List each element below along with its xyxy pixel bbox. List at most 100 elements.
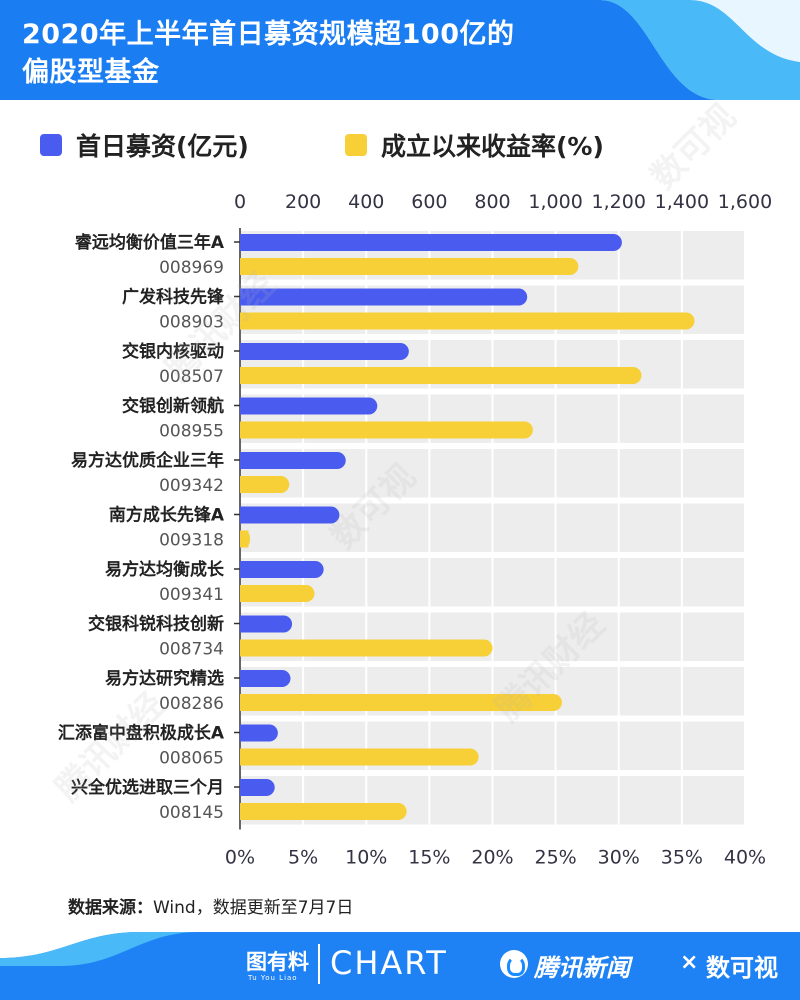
category-code-label: 008734 (159, 640, 224, 660)
chart-logo: CHART (330, 944, 448, 982)
footer-banner: 图有料 Tu You Liao CHART 腾讯新闻 × 数可视 (0, 930, 800, 1000)
category-name-label: 交银创新领航 (122, 396, 224, 417)
bottom-axis-tick-label: 10% (345, 847, 387, 869)
tuyouliao-subtitle: Tu You Liao (248, 974, 298, 982)
bar-fundraising (240, 779, 275, 796)
category-name-label: 广发科技先锋 (122, 287, 225, 308)
legend-label-return: 成立以来收益率(%) (381, 132, 604, 161)
bar-fundraising-edge (240, 615, 249, 633)
bar-fundraising (240, 561, 324, 578)
bottom-axis-tick-label: 30% (598, 847, 640, 869)
tencent-news-logo: 腾讯新闻 (534, 954, 630, 982)
bar-return (240, 421, 533, 439)
category-code-label: 008507 (159, 367, 224, 387)
bar-return (240, 312, 695, 330)
bar-fundraising (240, 506, 340, 524)
bar-return-edge (240, 694, 249, 711)
times-icon: × (680, 950, 699, 975)
top-axis-tick-label: 400 (348, 191, 384, 213)
bar-return (240, 694, 562, 711)
bar-fundraising-edge (240, 670, 249, 687)
legend-item-fundraising: 首日募资(亿元) (40, 128, 249, 162)
bar-fundraising (240, 397, 378, 415)
bar-return-edge (240, 639, 249, 657)
category-name-label: 南方成长先锋A (109, 505, 225, 526)
category-name-label: 交银内核驱动 (122, 341, 224, 362)
bar-return-edge (240, 367, 249, 384)
source-text: Wind，数据更新至7月7日 (153, 898, 354, 918)
bar-return (240, 476, 290, 493)
page-title-line1: 2020年上半年首日募资规模超100亿的 (22, 19, 515, 50)
bar-return-edge (240, 748, 249, 766)
bar-fundraising (240, 670, 291, 687)
bar-fundraising-edge (240, 724, 249, 742)
legend-label-fundraising: 首日募资(亿元) (76, 132, 249, 161)
header-background (0, 0, 800, 100)
top-axis-tick-label: 1,600 (718, 191, 772, 213)
bottom-axis-tick-label: 40% (724, 847, 766, 869)
tencent-news-icon (500, 950, 528, 978)
category-name-label: 易方达研究精选 (105, 668, 224, 689)
category-code-label: 009341 (159, 585, 224, 605)
top-axis-tick-label: 0 (234, 191, 246, 213)
bottom-axis-tick-label: 25% (535, 847, 577, 869)
bar-return (240, 585, 315, 602)
bar-return-edge (240, 421, 249, 439)
top-axis-tick-label: 1,200 (592, 191, 646, 213)
category-name-label: 兴全优选进取三个月 (71, 777, 224, 798)
bar-fundraising (240, 288, 528, 306)
bar-fundraising-edge (240, 452, 249, 469)
category-code-label: 009318 (159, 531, 224, 551)
top-axis-tick-label: 1,400 (655, 191, 709, 213)
bar-fundraising-edge (240, 288, 249, 306)
bar-fundraising-edge (240, 561, 249, 578)
category-name-label: 汇添富中盘积极成长A (58, 723, 225, 744)
bottom-axis-tick-label: 15% (408, 847, 450, 869)
page-title-line2: 偏股型基金 (22, 57, 160, 88)
category-code-label: 008065 (159, 749, 224, 769)
header-banner: 2020年上半年首日募资规模超100亿的 偏股型基金 (0, 0, 800, 100)
bar-return-edge (240, 803, 249, 820)
bottom-axis-tick-label: 5% (288, 847, 318, 869)
bottom-axis-tick-label: 0% (225, 847, 255, 869)
tuyouliao-logo: 图有料 (246, 950, 309, 974)
category-name-label: 易方达均衡成长 (105, 559, 225, 580)
category-code-label: 008955 (159, 422, 224, 442)
bar-return-edge (240, 476, 249, 493)
top-axis-tick-label: 600 (411, 191, 447, 213)
category-name-label: 睿远均衡价值三年A (75, 232, 225, 253)
source-label: 数据来源： (68, 898, 153, 918)
bar-fundraising (240, 234, 622, 251)
category-code-label: 008903 (159, 313, 224, 333)
footer-background (0, 932, 800, 1000)
bar-return-edge (240, 258, 249, 275)
bar-fundraising (240, 452, 346, 469)
bar-fundraising (240, 343, 409, 360)
bar-fundraising-edge (240, 343, 249, 360)
bar-return-edge (240, 585, 249, 602)
bar-return (240, 639, 493, 657)
bar-fundraising-edge (240, 506, 249, 524)
footer-divider (318, 944, 320, 984)
legend-swatch-fundraising (40, 134, 62, 156)
bar-return (240, 803, 407, 820)
category-name-label: 易方达优质企业三年 (71, 450, 224, 471)
bar-return-edge (240, 312, 249, 330)
category-code-label: 009342 (159, 476, 224, 496)
top-axis-tick-label: 800 (474, 191, 510, 213)
bar-return (240, 748, 479, 766)
category-code-label: 008286 (159, 694, 224, 714)
bottom-axis-tick-label: 20% (471, 847, 513, 869)
bar-return-edge (240, 530, 249, 548)
category-code-label: 008969 (159, 258, 224, 278)
bar-chart: 0 200 400 600 800 1,000 1,200 1,400 1,600 0% 5% 10%… (58, 191, 772, 869)
legend-swatch-return (345, 134, 367, 156)
bar-fundraising-edge (240, 234, 249, 251)
bar-fundraising-edge (240, 397, 249, 415)
legend-item-return: 成立以来收益率(%) (345, 128, 604, 162)
bar-return (240, 258, 579, 275)
bar-fundraising-edge (240, 779, 249, 796)
top-axis-tick-label: 200 (285, 191, 321, 213)
bar-return (240, 367, 642, 384)
category-name-label: 交银科锐科技创新 (88, 614, 224, 635)
